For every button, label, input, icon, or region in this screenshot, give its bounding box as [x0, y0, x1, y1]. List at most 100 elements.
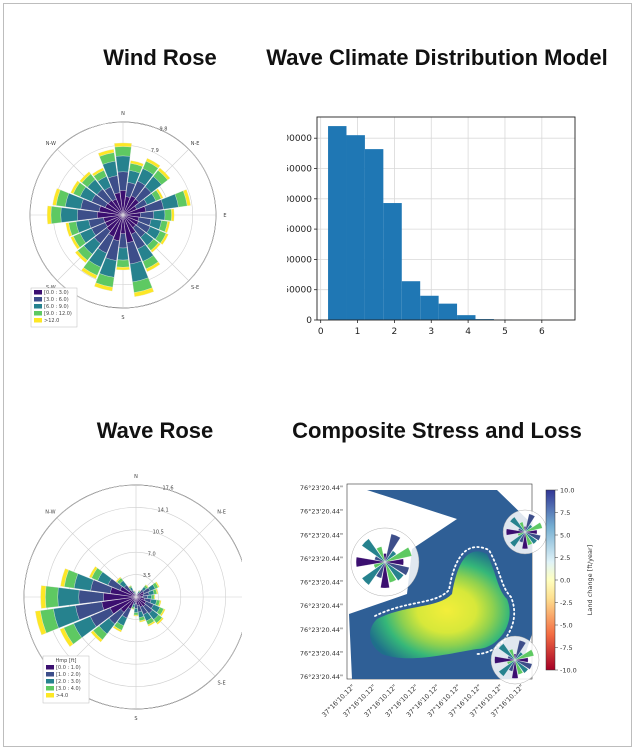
direction-label: S	[134, 716, 137, 722]
histogram-bar	[439, 304, 457, 320]
legend-title: Hmp [ft]	[56, 658, 77, 664]
y-tick-label: 0	[306, 316, 312, 326]
y-tick-label: 50000	[287, 286, 312, 296]
y-tick-label: 76°23'20.44"	[300, 649, 343, 657]
direction-label: S-E	[191, 285, 199, 291]
x-tick-label: 2	[392, 327, 398, 337]
y-tick-label: 300000	[287, 134, 312, 144]
rose-sector	[147, 595, 151, 599]
y-tick-label: 76°23'20.44"	[300, 484, 343, 492]
legend-label: [9.0 : 12.0)	[44, 311, 72, 317]
rose-sector	[45, 586, 58, 608]
rose-sector	[51, 206, 61, 223]
direction-label: E	[223, 213, 226, 219]
radial-tick-label: 3.5	[143, 573, 151, 579]
direction-label: S	[121, 315, 124, 321]
rose-sector	[171, 209, 174, 221]
colorbar-tick-label: 5.0	[560, 532, 570, 540]
rose-sector	[134, 615, 139, 616]
histogram-bar	[346, 135, 364, 320]
direction-label: N	[134, 474, 138, 480]
histogram-bar	[457, 315, 475, 320]
rose-sector	[116, 156, 130, 172]
radial-tick-label: 7.0	[148, 551, 156, 557]
radial-tick-label: 10.5	[153, 529, 164, 535]
rose-sector	[79, 590, 104, 604]
y-tick-label: 76°23'20.44"	[300, 602, 343, 610]
x-tick-label: 4	[465, 327, 471, 337]
legend-label: [3.0 : 4.0)	[56, 686, 81, 692]
rose-sector	[77, 210, 97, 221]
legend-label: [6.0 : 9.0)	[44, 304, 69, 310]
colorbar-label: Land change [ft/year]	[586, 545, 594, 615]
y-tick-label: 200000	[287, 195, 312, 205]
wind-rose-title: Wind Rose	[80, 45, 240, 71]
y-tick-label: 76°23'20.44"	[300, 626, 343, 634]
legend-swatch	[46, 665, 54, 670]
wave-climate-histogram: 0 50000 100000 150000 200000 250000 300000 0 1 2 3…	[287, 95, 587, 345]
y-tick-label: 100000	[287, 255, 312, 265]
x-tick-label: 3	[428, 327, 434, 337]
y-tick-label: 76°23'20.44"	[300, 673, 343, 681]
legend-label: >4.0	[56, 693, 68, 699]
direction-label: N-W	[46, 141, 56, 147]
histogram-bar	[383, 203, 401, 320]
rose-sector	[58, 588, 79, 607]
rose-sector	[165, 209, 172, 221]
wind-rose-chart: 3.05.97.99.8NN-EES-ESS-WWN-W[0.0 : 3.0)[…	[28, 93, 238, 343]
colorbar-tick-label: -2.5	[560, 599, 573, 607]
legend-swatch	[34, 297, 42, 302]
rose-sector	[47, 206, 51, 224]
legend-label: [0.0 : 3.0)	[44, 290, 69, 296]
legend-label: [2.0 : 3.0)	[56, 679, 81, 685]
colorbar-tick-label: 2.5	[560, 554, 570, 562]
direction-label: N-E	[217, 509, 226, 515]
rose-sector	[134, 608, 138, 612]
rose-sector	[152, 595, 155, 599]
direction-label: N-E	[191, 141, 200, 147]
y-tick-label: 250000	[287, 165, 312, 175]
x-tick-label: 1	[355, 327, 361, 337]
rose-sector	[115, 146, 132, 156]
legend-swatch	[46, 693, 54, 698]
rose-sector	[116, 267, 129, 270]
legend-swatch	[34, 304, 42, 309]
y-tick-label: 150000	[287, 225, 312, 235]
y-tick-label: 76°23'20.44"	[300, 579, 343, 587]
legend-swatch	[34, 290, 42, 295]
colorbar	[546, 490, 555, 670]
legend-label: [1.0 : 2.0)	[56, 672, 81, 678]
x-tick-label: 5	[502, 327, 508, 337]
y-tick-label: 76°23'20.44"	[300, 508, 343, 516]
legend-swatch	[46, 672, 54, 677]
histogram-bar	[420, 296, 438, 320]
legend-swatch	[46, 686, 54, 691]
radial-tick-label: 17.6	[162, 486, 173, 492]
rose-sector	[118, 172, 128, 191]
histogram-bar	[365, 149, 383, 320]
x-tick-label: 6	[539, 327, 545, 337]
colorbar-tick-label: -10.0	[560, 667, 577, 675]
rose-sector	[154, 210, 165, 220]
rose-sector	[119, 234, 127, 248]
direction-label: N	[121, 111, 125, 117]
histogram-bar	[402, 281, 420, 320]
rose-sector	[61, 207, 78, 222]
colorbar-tick-label: 10.0	[560, 487, 574, 495]
colorbar-tick-label: -5.0	[560, 622, 573, 630]
histogram-bar	[328, 126, 346, 320]
x-tick-label: 0	[318, 327, 324, 337]
legend-label: >12.0	[44, 318, 59, 324]
y-tick-label: 76°23'20.44"	[300, 531, 343, 539]
composite-title: Composite Stress and Loss	[262, 418, 612, 444]
rose-sector	[117, 260, 130, 267]
legend-swatch	[46, 679, 54, 684]
rose-sector	[154, 595, 155, 600]
legend-label: [3.0 : 6.0)	[44, 297, 69, 303]
legend-swatch	[34, 311, 42, 316]
wave-rose-title: Wave Rose	[75, 418, 235, 444]
colorbar-tick-label: 7.5	[560, 509, 570, 517]
legend-swatch	[34, 318, 42, 323]
direction-label: S-E	[217, 681, 225, 687]
